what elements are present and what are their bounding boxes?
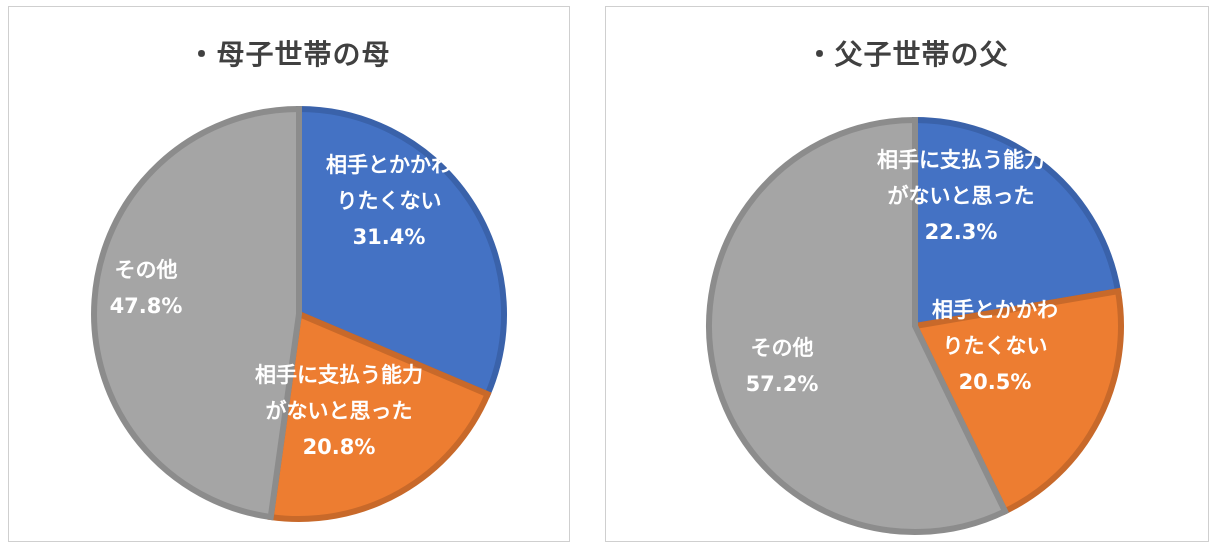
pie-slice-1: [910, 287, 1124, 516]
slice-value-label: 20.8%: [303, 435, 376, 459]
chart-title: ・父子世帯の父: [805, 38, 1009, 71]
father-pie-chart: 相手に支払う能力がないと思った 22.3% 相手とかかわりたくない 20.5% その他 5…: [706, 116, 1124, 535]
pie-slice-2: [91, 105, 302, 521]
slice-value-label: 22.3%: [925, 220, 998, 244]
slice-label-2: その他 57.2%: [746, 336, 819, 396]
slice-category-label: 相手とかかわ: [932, 298, 1058, 322]
mother-chart-panel: ・母子世帯の母 相手とかかわりたくない 31.4% 相手に支払う能力がないと思った 2…: [8, 6, 570, 542]
slice-category-label: がないと思った: [888, 184, 1035, 208]
slice-category-label: がないと思った: [266, 399, 413, 423]
slice-category-label: その他: [751, 336, 814, 360]
pie-slice-1: [267, 309, 492, 522]
slice-category-label: 相手とかかわ: [326, 153, 452, 177]
slice-category-label: 相手に支払う能力: [877, 148, 1045, 172]
slice-category-label: 相手に支払う能力: [255, 363, 423, 387]
slice-category-label: りたくない: [943, 334, 1048, 358]
slice-category-label: りたくない: [337, 189, 442, 213]
slice-label-2: その他 47.8%: [110, 258, 183, 318]
pie-slice-2: [706, 116, 1010, 535]
slice-label-1: 相手に支払う能力がないと思った 20.8%: [255, 363, 423, 459]
slice-value-label: 47.8%: [110, 294, 183, 318]
slice-value-label: 20.5%: [959, 370, 1032, 394]
slice-value-label: 31.4%: [353, 225, 426, 249]
pie-slice-0: [912, 116, 1122, 330]
slice-label-1: 相手とかかわりたくない 20.5%: [932, 298, 1058, 394]
chart-title: ・母子世帯の母: [187, 38, 391, 71]
father-chart-panel: ・父子世帯の父 相手に支払う能力がないと思った 22.3% 相手とかかわりたくない 2…: [605, 6, 1209, 542]
slice-label-0: 相手とかかわりたくない 31.4%: [326, 153, 452, 249]
slice-category-label: その他: [115, 258, 178, 282]
mother-pie-chart: 相手とかかわりたくない 31.4% 相手に支払う能力がないと思った 20.8% その他 4…: [91, 105, 507, 522]
slice-label-0: 相手に支払う能力がないと思った 22.3%: [877, 148, 1045, 244]
pie-slice-0: [296, 105, 507, 399]
slice-value-label: 57.2%: [746, 372, 819, 396]
